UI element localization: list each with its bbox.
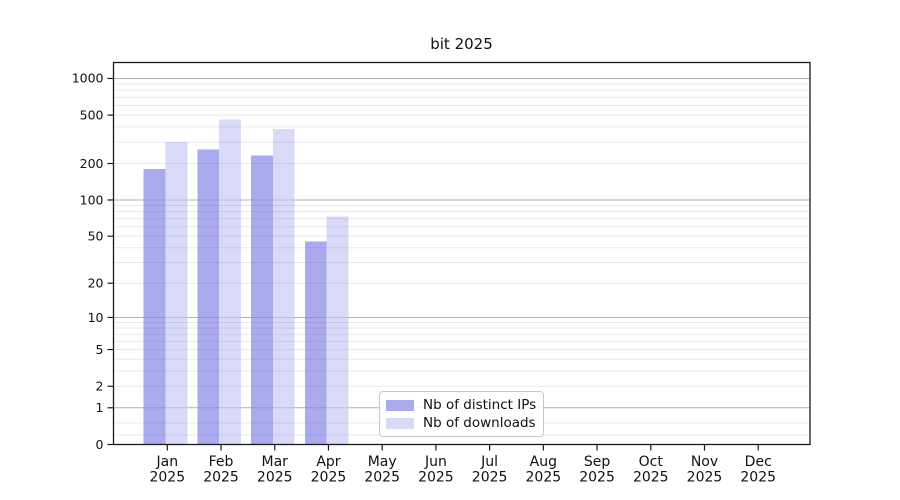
y-tick-label: 200	[80, 156, 104, 171]
legend-item-downloads: Nb of downloads	[386, 414, 537, 432]
x-tick-label-year: 2025	[526, 470, 562, 486]
y-tick-label: 1000	[72, 71, 104, 86]
bar-distinct-ips	[304, 241, 327, 445]
y-tick-label: 5	[96, 342, 104, 357]
y-tick-label: 10	[88, 310, 104, 325]
x-tick-label-year: 2025	[364, 470, 400, 486]
legend-swatch-downloads	[386, 417, 414, 429]
bar-downloads	[272, 128, 295, 445]
bar-downloads	[165, 142, 188, 445]
legend-label-downloads: Nb of downloads	[423, 415, 536, 431]
legend-label-distinct-ips: Nb of distinct IPs	[423, 397, 537, 413]
bar-distinct-ips	[251, 155, 273, 445]
legend-swatch-distinct-ips	[386, 399, 414, 411]
x-tick-label-month: Aug	[530, 454, 557, 470]
y-tick-label: 20	[88, 275, 104, 290]
y-tick-label: 50	[88, 228, 104, 243]
chart-title: bit 2025	[430, 35, 493, 53]
chart-legend: Nb of distinct IPs Nb of downloads	[379, 391, 544, 437]
gridline-overlay	[143, 126, 349, 436]
x-tick-label-year: 2025	[257, 470, 293, 486]
x-tick-label-year: 2025	[740, 470, 776, 486]
y-tick-label: 1	[96, 400, 104, 415]
x-tick-label-year: 2025	[472, 470, 508, 486]
x-tick-label-year: 2025	[149, 470, 185, 486]
legend-item-distinct-ips: Nb of distinct IPs	[386, 396, 537, 414]
x-tick-label-year: 2025	[203, 470, 239, 486]
y-tick-label: 100	[80, 192, 104, 207]
bar-distinct-ips	[143, 169, 166, 445]
x-tick-label-year: 2025	[633, 470, 669, 486]
bar-downloads	[326, 216, 349, 445]
x-tick-label-year: 2025	[579, 470, 615, 486]
bar-downloads	[219, 119, 242, 445]
y-tick-label: 0	[96, 437, 104, 452]
x-tick-label-month: Mar	[262, 454, 289, 470]
x-tick-label-month: Sep	[584, 454, 611, 470]
x-tick-label-month: Jan	[156, 454, 179, 470]
x-tick-label-month: Feb	[209, 454, 234, 470]
x-tick-label-year: 2025	[311, 470, 347, 486]
x-tick-label-month: Jun	[424, 454, 447, 470]
y-tick-label: 2	[96, 379, 104, 394]
x-tick-label-year: 2025	[418, 470, 454, 486]
x-tick-label-month: Jul	[480, 454, 498, 470]
y-tick-label: 500	[80, 107, 104, 122]
x-tick-label-month: Apr	[316, 454, 340, 470]
bar-distinct-ips	[197, 149, 220, 445]
plot-border	[112, 61, 811, 446]
x-tick-label-month: May	[368, 454, 397, 470]
x-tick-label-year: 2025	[687, 470, 723, 486]
x-tick-label-month: Dec	[745, 454, 772, 470]
x-tick-label-month: Nov	[691, 454, 718, 470]
x-tick-label-month: Oct	[639, 454, 664, 470]
